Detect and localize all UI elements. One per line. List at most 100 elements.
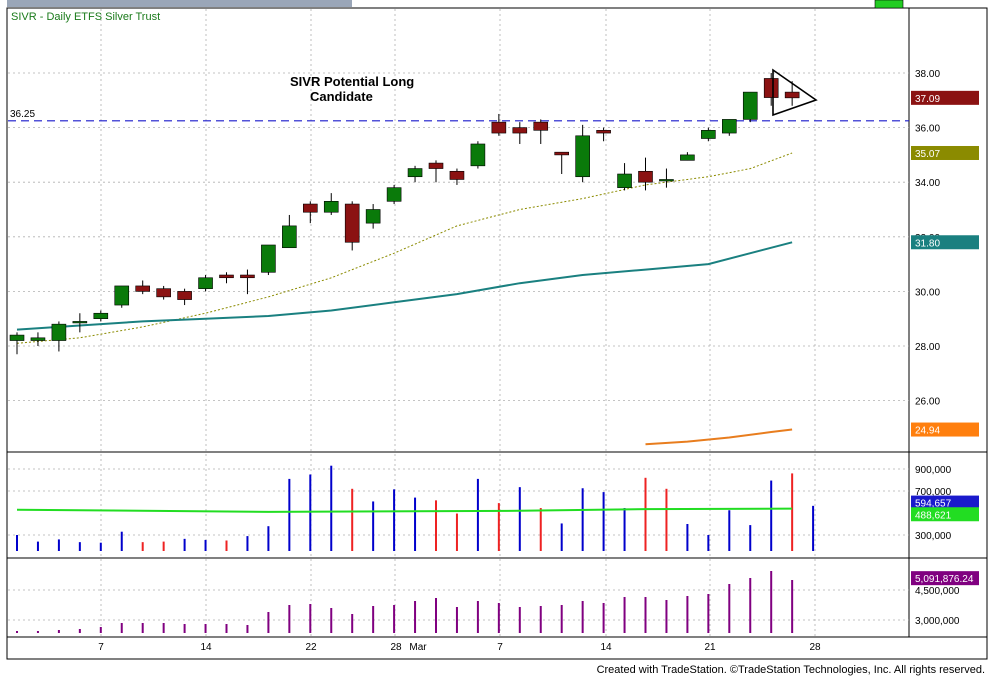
candle-body <box>680 154 695 161</box>
cumulative-bar <box>36 631 39 633</box>
volume-tick-label: 700,000 <box>915 487 952 498</box>
cumulative-bar <box>78 629 81 633</box>
date-tick-label: 22 <box>305 642 317 653</box>
candle-body <box>428 162 444 169</box>
cumulative-bar <box>665 600 668 633</box>
volume-bar <box>309 474 312 551</box>
volume-bar <box>372 501 375 551</box>
volume-bar <box>267 526 270 551</box>
date-tick-label: 21 <box>704 642 716 653</box>
volume-bar <box>225 540 228 551</box>
candle-body <box>554 151 570 156</box>
cumulative-bar <box>141 623 144 633</box>
value-tag-box <box>911 495 979 510</box>
candle-body <box>323 201 339 213</box>
x-tick-labels: 7 14 22 28 Mar 7 14 21 28 <box>98 642 821 653</box>
annotation-line-2: Candidate <box>310 89 373 104</box>
volume-bar <box>351 488 354 551</box>
cumulative-bar <box>476 601 479 633</box>
value-tag-box <box>911 422 979 437</box>
value-tag-label: 31.80 <box>915 238 940 249</box>
volume-bar <box>330 465 333 551</box>
cumulative-bar <box>707 594 710 633</box>
value-tag-label: 594,657 <box>915 499 952 510</box>
candle-body <box>763 78 779 98</box>
cumulative-bar <box>57 630 60 633</box>
price-tick-label: 26.00 <box>915 397 940 408</box>
volume-bar <box>644 477 647 551</box>
volume-average-line <box>16 507 793 513</box>
window-top-bar <box>7 0 352 7</box>
value-tag-box <box>911 90 979 105</box>
cumulative-bar <box>791 580 794 633</box>
cumulative-bar <box>330 608 333 633</box>
value-tag-label: 35.07 <box>915 149 940 160</box>
volume-tick-label: 900,000 <box>915 465 952 476</box>
moving-average-line <box>16 152 793 344</box>
moving-average-line <box>16 241 793 331</box>
candle-body <box>721 119 737 134</box>
candle-body <box>282 225 297 249</box>
date-tick-label: 7 <box>497 642 503 653</box>
candle-body <box>51 323 67 341</box>
cumulative-bar <box>16 631 18 633</box>
candle-body <box>470 143 486 167</box>
cumulative-bar <box>539 606 542 633</box>
cumulative-bar <box>288 605 291 633</box>
candle-body <box>240 274 255 279</box>
cumulative-bar <box>162 623 165 633</box>
volume-bar <box>183 538 186 551</box>
value-tag-box <box>911 507 979 522</box>
candle-body <box>114 285 130 306</box>
y-tick-labels: 26.0028.0030.0032.0034.0036.0038.00900,0… <box>915 69 960 627</box>
candle-body <box>177 291 192 300</box>
volume-bar <box>770 480 773 551</box>
candle-body <box>575 135 590 178</box>
chart-border <box>6 7 988 660</box>
cumulative-bars <box>16 571 794 633</box>
volume-bar <box>728 510 731 551</box>
cumulative-bar <box>749 578 752 633</box>
cumulative-bar <box>393 605 396 633</box>
support-line-label: 36.25 <box>10 109 35 120</box>
candle-body <box>219 274 234 279</box>
volume-bar <box>162 541 165 551</box>
volume-bar <box>602 492 605 551</box>
candle-body <box>386 187 402 202</box>
status-indicator <box>874 0 904 9</box>
support-line: 36.25 <box>8 109 909 122</box>
date-tick-label: Mar <box>409 642 427 653</box>
cumulative-bar <box>497 603 500 633</box>
volume-bar <box>393 489 396 551</box>
volume-bar <box>791 473 794 551</box>
cumulative-bar <box>225 624 228 633</box>
volume-bar <box>141 542 144 551</box>
volume-bar <box>560 523 563 551</box>
cumulative-bar <box>581 601 584 633</box>
volume-bar <box>414 497 417 551</box>
cumulative-bar <box>99 627 102 633</box>
cumulative-bar <box>728 584 731 633</box>
price-tick-label: 36.00 <box>915 124 940 135</box>
date-tick-label: 28 <box>809 642 821 653</box>
candle-body <box>617 173 632 188</box>
candle-body <box>135 285 150 292</box>
value-tag-label: 5,091,876.24 <box>915 574 974 585</box>
volume-bar <box>288 478 291 551</box>
footer-credit: Created with TradeStation. ©TradeStation… <box>597 664 985 676</box>
volume-bar <box>749 525 752 551</box>
cumulative-bar <box>623 597 626 633</box>
volume-bar <box>539 508 542 551</box>
cumulative-bar <box>246 625 249 633</box>
volume-bar <box>99 542 102 551</box>
cumulative-bar <box>435 598 437 633</box>
volume-bar <box>57 539 60 551</box>
volume-bar <box>36 541 39 551</box>
volume-bar <box>120 531 123 551</box>
volume-bar <box>246 536 249 551</box>
volume-bar <box>581 488 584 551</box>
date-tick-label: 14 <box>600 642 612 653</box>
date-tick-label: 7 <box>98 642 104 653</box>
